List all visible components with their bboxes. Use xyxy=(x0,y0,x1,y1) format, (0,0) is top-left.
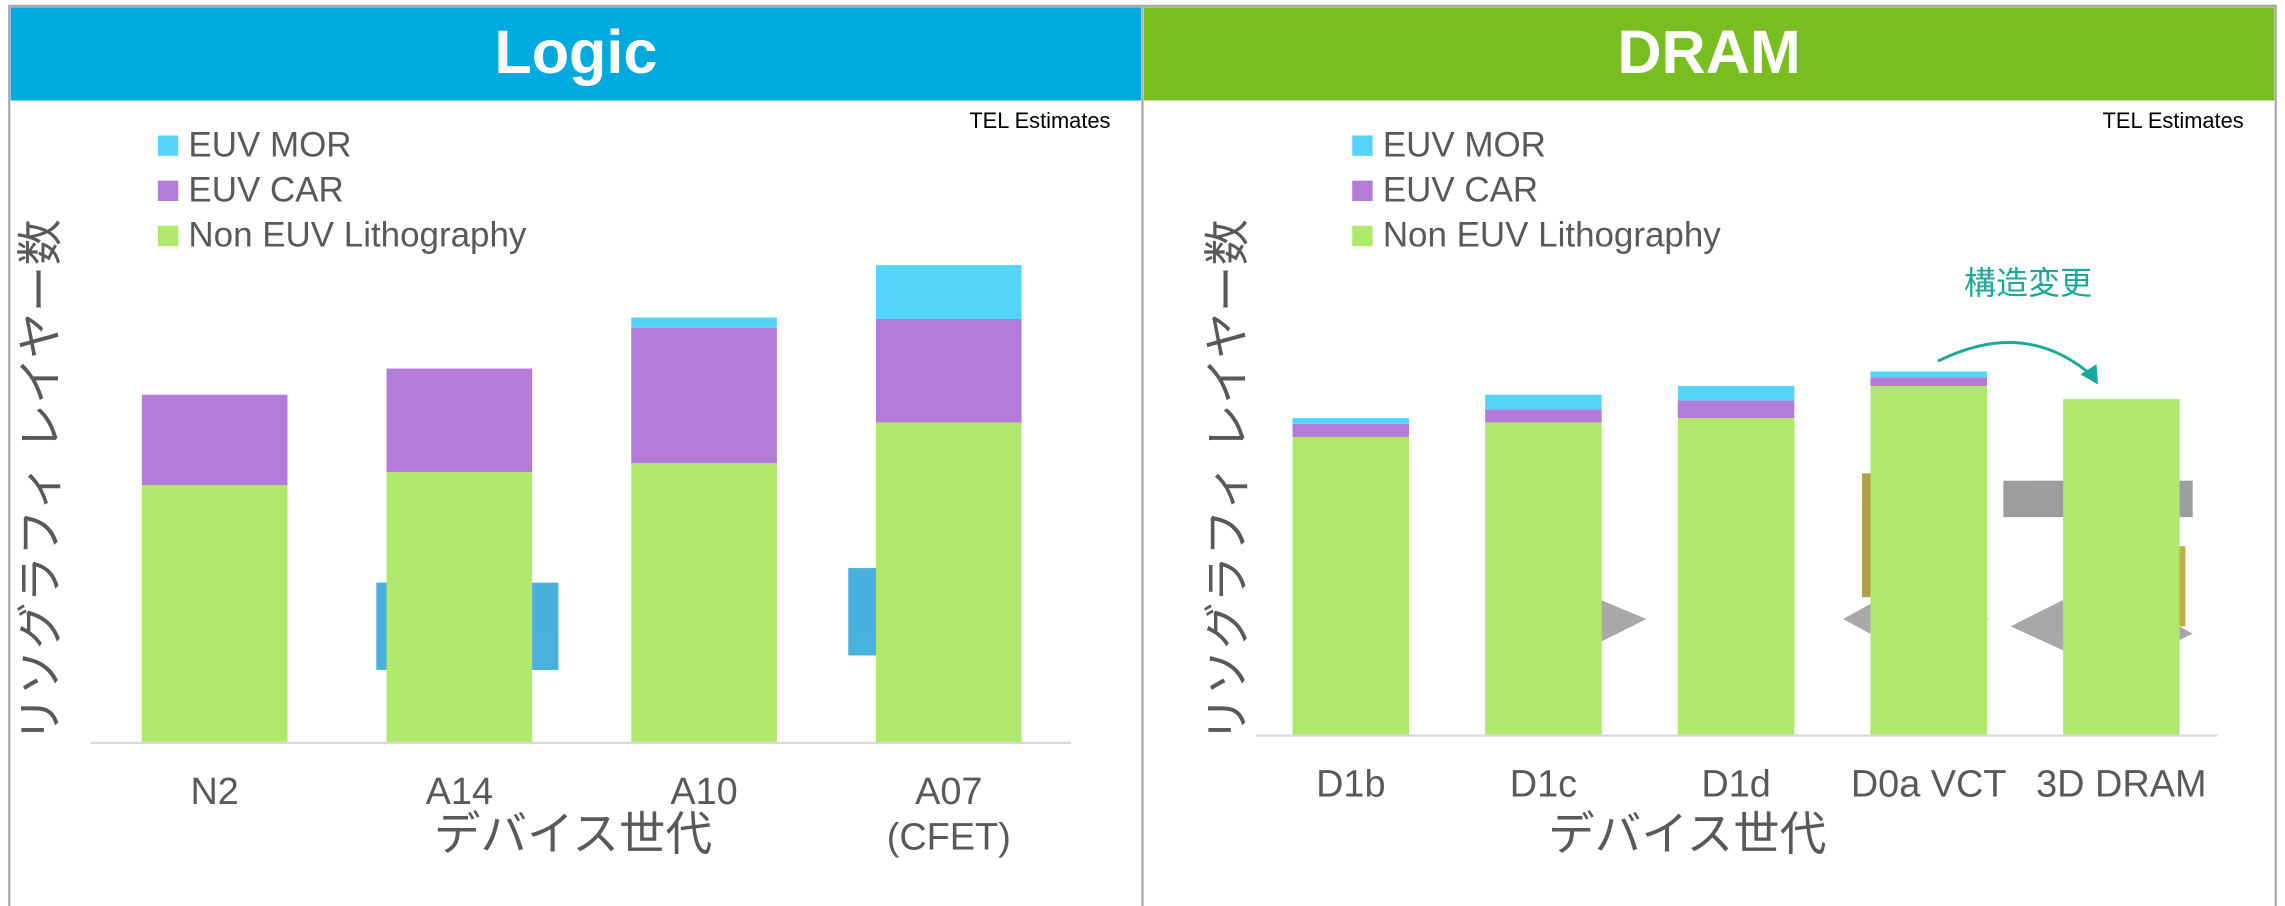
bar-segment xyxy=(1292,418,1410,424)
y-axis-title: リソグラフィ レイヤー数 xyxy=(15,219,67,742)
annotation-arrow xyxy=(1937,341,2094,377)
bar-segment xyxy=(141,485,288,743)
bar-segment xyxy=(1485,394,1602,410)
legend-swatch xyxy=(1352,225,1373,247)
source-note: TEL Estimates xyxy=(2103,108,2244,133)
bar-segment xyxy=(1485,409,1602,423)
legend-label: EUV CAR xyxy=(188,171,343,210)
bar-segment xyxy=(386,471,533,743)
arrow-head xyxy=(2080,364,2099,385)
bar-segment xyxy=(875,422,1022,743)
bar-segment xyxy=(1292,423,1410,437)
legend-label: EUV MOR xyxy=(188,125,351,164)
bar-segment xyxy=(1870,385,1987,736)
bar-segment xyxy=(1677,400,1795,419)
legend-label: EUV MOR xyxy=(1383,125,1546,164)
x-tick-label: A07 (CFET) xyxy=(887,771,1011,858)
bar-segment xyxy=(1677,385,1795,401)
annotation: 構造変更 xyxy=(1964,265,2092,301)
x-tick-label: D1d xyxy=(1701,764,1770,806)
bar-segment xyxy=(875,318,1022,423)
legend-label: Non EUV Lithography xyxy=(1383,216,1721,255)
y-axis-title: リソグラフィ レイヤー数 xyxy=(1202,219,1254,742)
bar-segment xyxy=(1870,377,1987,386)
legend-label: Non EUV Lithography xyxy=(188,216,526,255)
x-tick-label: 3D DRAM xyxy=(2036,764,2206,806)
bar-segment xyxy=(1677,418,1795,736)
x-axis-title: デバイス世代 xyxy=(1548,808,1826,860)
bar-segment xyxy=(2063,399,2180,736)
header xyxy=(10,7,1142,101)
bar-segment xyxy=(141,394,288,486)
header xyxy=(1143,7,2275,101)
bar-segment xyxy=(875,265,1022,319)
source-note: TEL Estimates xyxy=(969,108,1110,133)
legend-swatch xyxy=(157,135,179,156)
bar-segment xyxy=(631,327,777,464)
x-tick-label: D1c xyxy=(1510,764,1577,806)
x-tick-label: N2 xyxy=(190,771,238,813)
bar-segment xyxy=(386,368,533,472)
legend-swatch xyxy=(1352,135,1373,156)
legend-label: EUV CAR xyxy=(1383,171,1538,210)
bar-segment xyxy=(1870,371,1987,378)
x-axis-title: デバイス世代 xyxy=(434,808,712,860)
legend-swatch xyxy=(1352,180,1373,202)
bar-segment xyxy=(631,317,777,328)
x-tick-label: D0a VCT xyxy=(1851,764,2007,806)
bar-segment xyxy=(1292,436,1410,736)
bar-segment xyxy=(631,463,777,743)
panel-title: Logic xyxy=(494,18,657,86)
x-tick-label: A10 xyxy=(670,771,737,813)
panel-title: DRAM xyxy=(1617,18,1800,86)
legend-swatch xyxy=(157,180,179,202)
x-tick-label: D1b xyxy=(1316,764,1385,806)
x-tick-label: A14 xyxy=(426,771,493,813)
legend-swatch xyxy=(157,225,179,247)
bar-segment xyxy=(1485,422,1602,736)
